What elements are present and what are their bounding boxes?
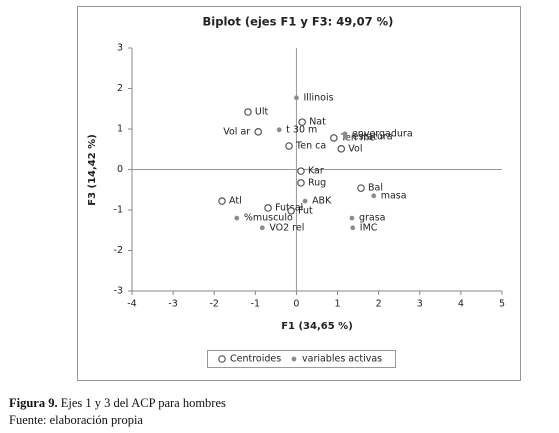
point xyxy=(337,145,346,153)
point-label: VO2 rel xyxy=(269,222,304,233)
y-tick-label: -1 xyxy=(114,205,123,216)
caption: Figura 9. Ejes 1 y 3 del ACP para hombre… xyxy=(9,396,226,411)
point-label: ABK xyxy=(312,196,332,207)
point-label: Rug xyxy=(308,177,326,188)
x-tick-label: 2 xyxy=(376,299,382,310)
point xyxy=(234,215,240,221)
point xyxy=(264,204,272,212)
point xyxy=(218,197,226,205)
point xyxy=(254,128,263,136)
x-tick-label: -1 xyxy=(251,299,260,310)
point-label: Kar xyxy=(308,166,324,177)
y-tick-label: 1 xyxy=(117,124,123,135)
legend-box xyxy=(207,350,396,368)
legend-label: Centroides xyxy=(230,354,281,365)
point-label: Vol ar xyxy=(223,126,250,137)
point-label: IMC xyxy=(360,222,378,233)
x-tick-label: 0 xyxy=(293,299,299,310)
y-tick-label: -3 xyxy=(114,286,123,297)
point-label: envergadura xyxy=(352,128,413,139)
point-label: Atl xyxy=(229,196,242,207)
point xyxy=(330,134,338,142)
point xyxy=(302,198,308,204)
chart: Biplot (ejes F1 y F3: 49,07 %) F1 (34,65… xyxy=(77,6,521,381)
point xyxy=(297,167,305,175)
x-tick-label: -4 xyxy=(127,299,136,310)
source: Fuente: elaboración propia xyxy=(9,413,143,427)
point-label: Ten ca xyxy=(295,141,326,152)
legend-label: variables activas xyxy=(302,354,382,365)
y-tick-label: -2 xyxy=(114,245,123,256)
point-label: Illinois xyxy=(303,92,333,103)
x-tick-label: -2 xyxy=(209,299,218,310)
point-label: Ten me xyxy=(340,132,375,143)
point xyxy=(244,108,252,116)
y-axis-label: F3 (14,42 %) xyxy=(87,134,98,206)
legend-marker xyxy=(291,356,297,362)
chart-title: Biplot (ejes F1 y F3: 49,07 %) xyxy=(203,15,394,29)
y-tick-label: 0 xyxy=(117,164,123,175)
x-axis-label: F1 (34,65 %) xyxy=(281,321,353,332)
x-tick-label: 5 xyxy=(499,299,505,310)
y-tick-label: 3 xyxy=(117,43,123,54)
point-label: %musculo xyxy=(244,213,293,224)
caption-text: Ejes 1 y 3 del ACP para hombres xyxy=(60,396,226,410)
point xyxy=(298,118,307,126)
point xyxy=(297,179,305,187)
x-tick-label: 1 xyxy=(335,299,341,310)
x-tick-label: 4 xyxy=(458,299,464,310)
chart-frame xyxy=(77,6,521,381)
point-label: Vol xyxy=(348,143,362,154)
x-tick-label: -3 xyxy=(168,299,177,310)
point xyxy=(259,225,265,231)
point xyxy=(350,225,356,231)
point-label: t 30 m xyxy=(286,124,317,135)
point xyxy=(357,184,365,192)
y-tick-label: 2 xyxy=(117,83,123,94)
point xyxy=(349,215,355,221)
point-label: Nat xyxy=(309,117,326,128)
point-label: masa xyxy=(381,190,407,201)
point xyxy=(294,95,299,101)
point-label: estatura xyxy=(353,132,393,143)
point-label: Fut xyxy=(298,205,313,216)
point-label: Bal xyxy=(368,183,383,194)
point xyxy=(276,127,282,133)
point xyxy=(343,134,349,140)
x-tick-label: 3 xyxy=(417,299,423,310)
point-label: grasa xyxy=(359,213,386,224)
point xyxy=(371,193,377,199)
point xyxy=(285,142,293,150)
caption-label: Figura 9. xyxy=(9,396,58,410)
legend-marker xyxy=(218,355,226,363)
point xyxy=(287,207,295,215)
point-label: Ult xyxy=(255,106,269,117)
